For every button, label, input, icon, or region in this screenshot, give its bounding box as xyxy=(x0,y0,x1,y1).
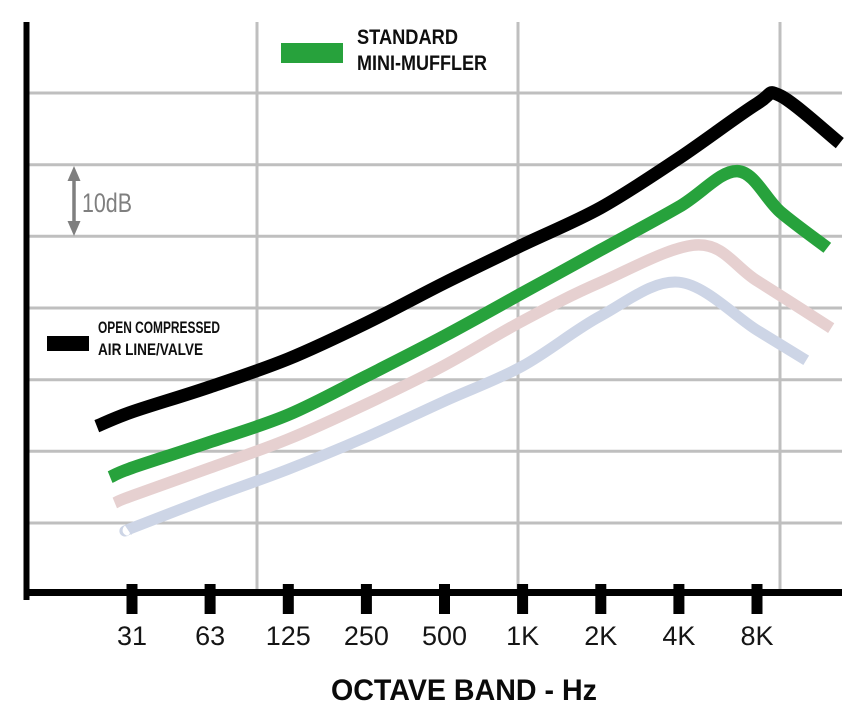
series-curve xyxy=(112,239,835,509)
x-tick xyxy=(126,584,138,614)
x-tick-label: 250 xyxy=(344,621,389,651)
x-tick-label: 125 xyxy=(266,621,311,651)
x-tick xyxy=(517,584,529,614)
legend-label-line2: MINI-MUFFLER xyxy=(357,52,487,75)
series-curve xyxy=(94,86,844,433)
x-tick-label: 4K xyxy=(662,621,695,651)
x-axis xyxy=(23,589,842,596)
x-tick-label: 2K xyxy=(584,621,617,651)
x-tick-label: 1K xyxy=(506,621,539,651)
legend-label-line1: OPEN COMPRESSED xyxy=(98,318,220,337)
x-tick xyxy=(751,584,763,614)
series-curves xyxy=(94,86,844,537)
series-curve xyxy=(119,276,810,537)
x-tick-label: 8K xyxy=(740,621,773,651)
x-tick xyxy=(282,584,294,614)
x-tick xyxy=(439,584,450,614)
arrow-down-icon xyxy=(67,221,81,236)
x-tick-label: 63 xyxy=(195,621,225,651)
legend-swatch-green xyxy=(281,43,343,63)
y-axis xyxy=(23,22,30,600)
legend-label-line2: AIR LINE/VALVE xyxy=(98,340,203,359)
gridlines xyxy=(25,22,842,593)
x-tick-label: 500 xyxy=(422,621,467,651)
x-axis-title: OCTAVE BAND - Hz xyxy=(331,674,597,707)
x-tick xyxy=(673,584,685,614)
x-tick xyxy=(360,584,372,614)
x-tick xyxy=(204,584,216,614)
db-scale-marker: 10dB xyxy=(67,166,132,236)
db-scale-label: 10dB xyxy=(82,188,132,218)
x-tick-label: 31 xyxy=(117,621,147,651)
legend-label-line1: STANDARD xyxy=(357,26,458,49)
axes xyxy=(23,22,842,600)
legend-standard-mini-muffler: STANDARD MINI-MUFFLER xyxy=(281,26,487,75)
legend-open-compressed-air: OPEN COMPRESSED AIR LINE/VALVE xyxy=(47,318,220,359)
series-curve xyxy=(107,164,832,483)
x-tick-labels: 31 63 125 250 500 1K 2K 4K 8K xyxy=(117,621,774,651)
x-tick xyxy=(595,584,607,614)
arrow-up-icon xyxy=(67,166,81,181)
x-ticks xyxy=(126,584,763,614)
legend-swatch-black xyxy=(47,336,89,351)
